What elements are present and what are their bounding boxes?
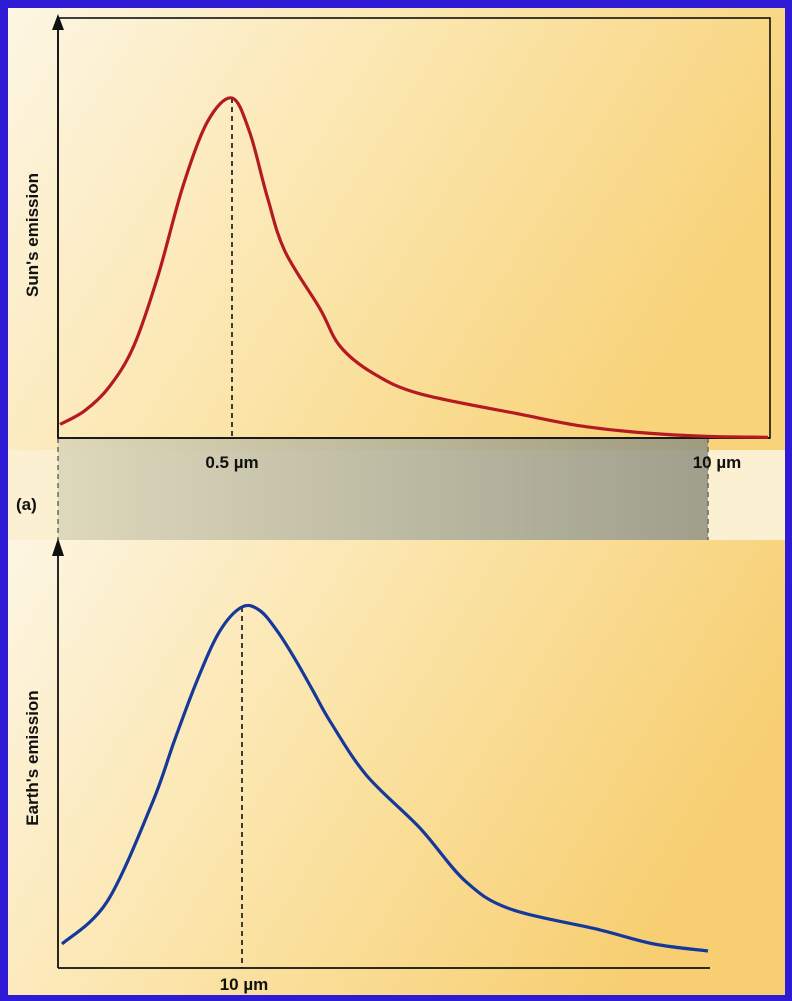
top-panel-background bbox=[0, 8, 792, 450]
sun-tick-label-0.5um: 0.5 µm bbox=[205, 453, 258, 472]
bottom-page-border bbox=[0, 995, 792, 1001]
top-page-border bbox=[0, 0, 792, 8]
earth-emission-chart: 10 µm Earth's emission bbox=[23, 538, 710, 994]
sun-tick-label-10um: 10 µm bbox=[693, 453, 742, 472]
earth-y-axis-label: Earth's emission bbox=[23, 690, 42, 825]
sun-y-axis-arrow bbox=[52, 14, 64, 30]
zoom-connector-band bbox=[58, 438, 708, 540]
earth-y-axis-arrow bbox=[52, 538, 64, 556]
sun-y-axis-label: Sun's emission bbox=[23, 173, 42, 297]
sun-emission-curve bbox=[59, 96, 769, 439]
earth-tick-label-10um: 10 µm bbox=[220, 975, 269, 994]
sun-emission-chart: 0.5 µm 10 µm Sun's emission bbox=[23, 14, 771, 472]
bottom-panel-background bbox=[0, 540, 792, 995]
right-page-border bbox=[785, 0, 792, 1001]
left-page-border bbox=[0, 0, 8, 1001]
earth-emission-curve bbox=[60, 603, 709, 953]
panel-label: (a) bbox=[16, 495, 37, 514]
